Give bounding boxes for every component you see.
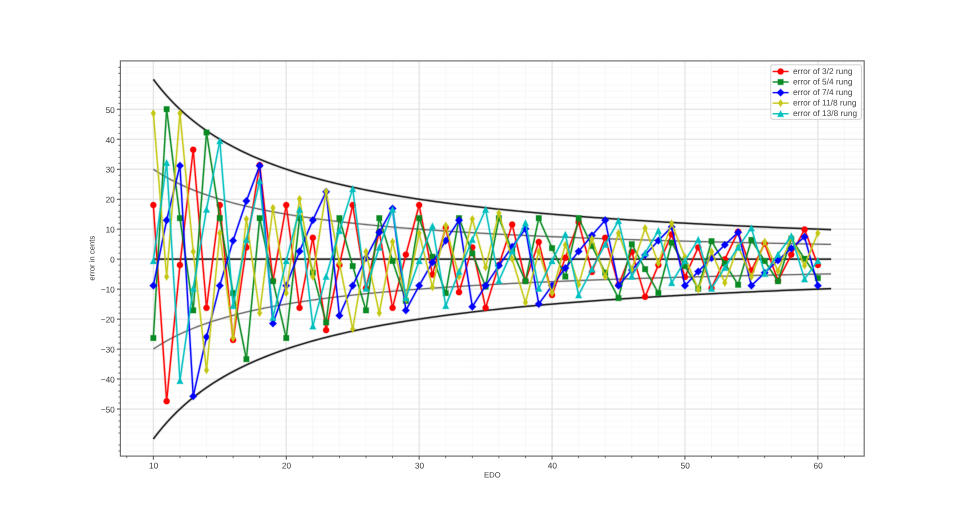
svg-text:20: 20 bbox=[282, 460, 292, 470]
svg-text:50: 50 bbox=[681, 460, 691, 470]
svg-text:error in cents: error in cents bbox=[87, 236, 96, 281]
svg-text:20: 20 bbox=[106, 195, 116, 205]
svg-text:error of 3/2 rung: error of 3/2 rung bbox=[793, 66, 853, 76]
svg-text:40: 40 bbox=[548, 460, 558, 470]
svg-text:−30: −30 bbox=[101, 345, 115, 355]
svg-text:error of 5/4 rung: error of 5/4 rung bbox=[793, 77, 853, 87]
svg-text:error of 7/4 rung: error of 7/4 rung bbox=[793, 87, 853, 97]
svg-text:60: 60 bbox=[814, 460, 824, 470]
svg-text:−50: −50 bbox=[101, 405, 115, 415]
svg-text:−10: −10 bbox=[101, 285, 115, 295]
svg-text:10: 10 bbox=[106, 225, 116, 235]
svg-text:40: 40 bbox=[106, 135, 116, 145]
svg-text:10: 10 bbox=[149, 460, 159, 470]
svg-text:error of 13/8 rung: error of 13/8 rung bbox=[793, 108, 857, 118]
svg-text:−20: −20 bbox=[101, 315, 115, 325]
svg-text:EDO: EDO bbox=[484, 470, 501, 479]
svg-text:50: 50 bbox=[106, 105, 116, 115]
svg-text:error of 11/8 rung: error of 11/8 rung bbox=[793, 98, 857, 108]
svg-text:30: 30 bbox=[415, 460, 425, 470]
svg-text:−40: −40 bbox=[101, 375, 115, 385]
svg-text:30: 30 bbox=[106, 165, 116, 175]
svg-text:0: 0 bbox=[110, 255, 115, 265]
